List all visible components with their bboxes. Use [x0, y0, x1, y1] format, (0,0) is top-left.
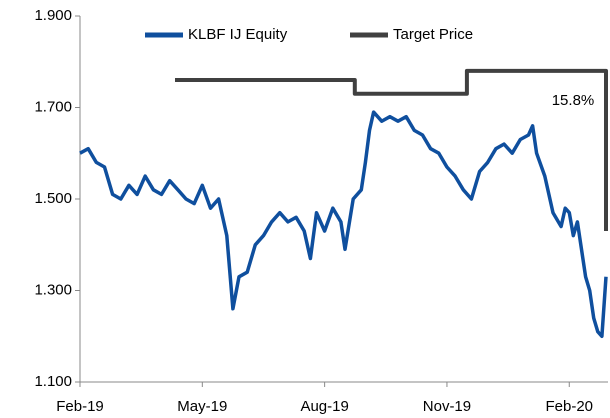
x-tick-label: Feb-20 [546, 398, 594, 415]
legend-label: Target Price [393, 26, 473, 43]
x-tick-label: May-19 [177, 398, 227, 415]
y-tick-label: 1.300 [34, 281, 72, 298]
x-tick-label: Feb-19 [56, 398, 104, 415]
x-tick-label: Aug-19 [300, 398, 348, 415]
line [175, 68, 608, 231]
annotation: 15.8% [552, 92, 595, 109]
y-tick-label: 1.700 [34, 98, 72, 115]
y-tick-label: 1.500 [34, 190, 72, 207]
y-tick-label: 1.100 [34, 373, 72, 390]
line [79, 110, 608, 339]
legend-label: KLBF IJ Equity [188, 26, 288, 43]
y-tick-label: 1.900 [34, 7, 72, 24]
x-tick-label: Nov-19 [423, 398, 471, 415]
